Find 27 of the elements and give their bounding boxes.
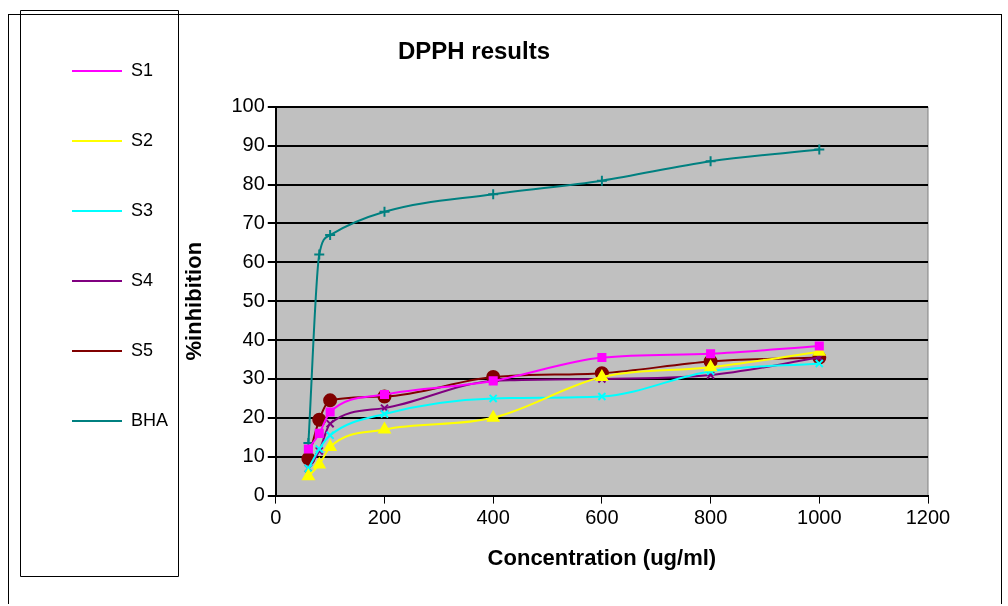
legend-label: BHA	[131, 409, 169, 430]
legend-label: S2	[131, 129, 154, 150]
y-tick-label: 90	[242, 133, 265, 156]
legend-label: S5	[131, 339, 154, 360]
x-tick-label: 0	[270, 506, 282, 529]
y-tick-label: 80	[242, 172, 265, 195]
legend-label: S1	[131, 59, 154, 80]
y-tick-label: 70	[242, 210, 265, 233]
y-tick-label: 40	[242, 327, 265, 350]
chart-title: DPPH results	[397, 37, 551, 65]
x-tick-label: 600	[585, 506, 619, 529]
x-tick-label: 1000	[797, 506, 842, 529]
y-tick-label: 50	[242, 288, 265, 311]
x-tick-label: 200	[367, 506, 402, 529]
x-tick-label: 1200	[905, 506, 951, 529]
y-tick-label: 100	[231, 94, 265, 117]
y-tick-label: 0	[253, 483, 265, 506]
x-tick-label: 400	[476, 506, 510, 529]
x-axis-title: Concentration (ug/ml)	[487, 544, 717, 570]
y-tick-label: 30	[242, 366, 265, 389]
y-tick-label: 60	[242, 249, 265, 272]
y-axis-title: %inhibition	[181, 241, 207, 361]
x-tick-label: 800	[693, 506, 728, 529]
legend-label: S4	[131, 269, 154, 290]
y-tick-label: 10	[242, 444, 265, 467]
y-tick-label: 20	[242, 405, 265, 428]
legend-label: S3	[131, 199, 154, 220]
